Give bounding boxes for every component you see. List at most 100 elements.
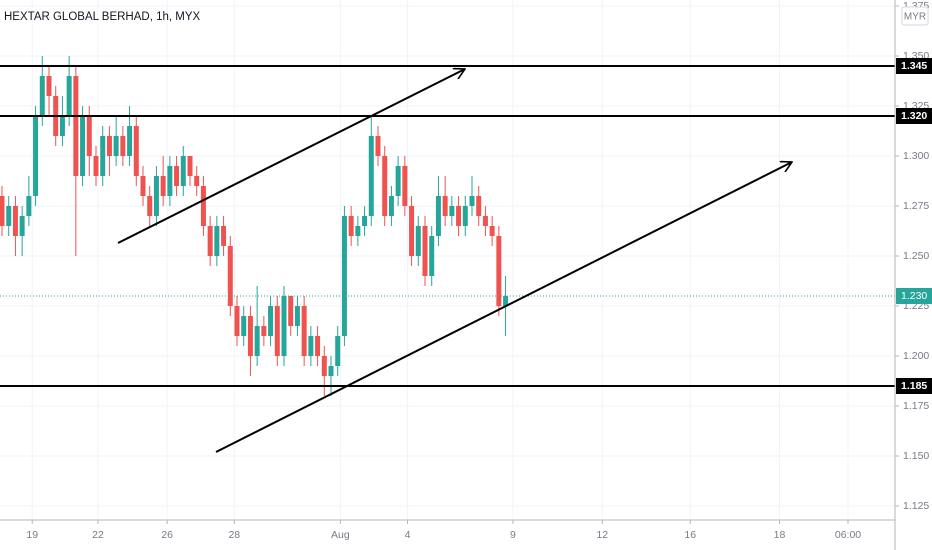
candle-body bbox=[221, 226, 227, 246]
candle-body bbox=[174, 166, 180, 186]
axes: 1.1251.1501.1751.2001.2251.2501.2751.300… bbox=[26, 0, 932, 541]
candle-body bbox=[247, 316, 253, 356]
candle-body bbox=[187, 156, 193, 176]
y-tick-label: 1.150 bbox=[903, 450, 929, 462]
candle-body bbox=[39, 76, 45, 116]
y-tick-label: 1.300 bbox=[903, 150, 929, 162]
candle-body bbox=[388, 196, 394, 216]
candle-body bbox=[375, 136, 381, 156]
candle-body bbox=[167, 166, 173, 196]
candle-body bbox=[435, 196, 441, 236]
y-tick-label: 1.125 bbox=[903, 500, 929, 512]
x-tick-label: 06:00 bbox=[835, 529, 861, 541]
candle-body bbox=[140, 176, 146, 196]
candle-body bbox=[288, 296, 294, 326]
trend-arrow bbox=[215, 162, 792, 453]
candle-body bbox=[46, 76, 52, 96]
last-price-box bbox=[896, 288, 932, 304]
candle-body bbox=[402, 166, 408, 206]
y-tick-label: 1.375 bbox=[903, 0, 929, 12]
candle-body bbox=[341, 216, 347, 336]
candle-body bbox=[12, 206, 18, 236]
x-tick-label: 12 bbox=[596, 529, 608, 541]
candle-body bbox=[80, 116, 86, 176]
candle-body bbox=[120, 136, 126, 156]
currency-box[interactable] bbox=[901, 6, 929, 26]
y-tick-label: 1.250 bbox=[903, 250, 929, 262]
candle-body bbox=[100, 136, 106, 176]
candle-body bbox=[6, 206, 12, 226]
candle-body bbox=[368, 136, 374, 216]
candle-body bbox=[194, 176, 200, 186]
candle-body bbox=[160, 176, 166, 196]
x-tick-label: 22 bbox=[92, 529, 104, 541]
x-tick-label: Aug bbox=[331, 529, 350, 541]
candle-body bbox=[127, 126, 133, 156]
candle-body bbox=[241, 316, 247, 336]
candle-body bbox=[395, 166, 401, 196]
candle-body bbox=[86, 116, 92, 156]
x-tick-label: 26 bbox=[161, 529, 173, 541]
level-label: 1.345 bbox=[901, 60, 927, 72]
candle-body bbox=[429, 236, 435, 276]
candle-body bbox=[348, 216, 354, 236]
y-tick-label: 1.175 bbox=[903, 400, 929, 412]
x-tick-label: 9 bbox=[510, 529, 516, 541]
x-tick-label: 18 bbox=[774, 529, 786, 541]
candle-body bbox=[133, 126, 139, 176]
candle-body bbox=[0, 196, 5, 226]
level-label: 1.320 bbox=[901, 110, 927, 122]
currency-label[interactable]: MYR bbox=[904, 12, 926, 23]
level-label-box bbox=[896, 108, 932, 124]
candle-body bbox=[308, 336, 314, 356]
candle-body bbox=[254, 326, 260, 356]
candle-body bbox=[214, 226, 220, 256]
level-label-box bbox=[896, 58, 932, 74]
level-label-box bbox=[896, 378, 932, 394]
candle-body bbox=[207, 226, 213, 256]
candle-body bbox=[281, 296, 287, 356]
x-tick-label: 16 bbox=[684, 529, 696, 541]
y-tick-label: 1.200 bbox=[903, 350, 929, 362]
candle-body bbox=[93, 156, 99, 176]
candle-body bbox=[462, 206, 468, 226]
candle-body bbox=[234, 306, 240, 336]
candle-body bbox=[355, 226, 361, 236]
candle-body bbox=[66, 76, 72, 116]
candle-body bbox=[503, 296, 509, 306]
last-price-label: 1.230 bbox=[901, 290, 927, 302]
candle-body bbox=[415, 226, 421, 256]
candle-body bbox=[449, 206, 455, 216]
candle-body bbox=[73, 76, 79, 176]
candle-body bbox=[200, 186, 206, 226]
chart-title: HEXTAR GLOBAL BERHAD, 1h, MYX bbox=[4, 11, 201, 23]
candle-body bbox=[274, 306, 280, 356]
candle-body bbox=[335, 336, 341, 366]
candle-body bbox=[422, 226, 428, 276]
candle-body bbox=[469, 196, 475, 206]
candle-body bbox=[227, 246, 233, 306]
candle-body bbox=[382, 156, 388, 216]
candle-body bbox=[496, 236, 502, 306]
candle-body bbox=[26, 196, 32, 216]
candle-body bbox=[261, 326, 267, 336]
grid bbox=[0, 0, 895, 520]
candle-body bbox=[476, 196, 482, 216]
candle-body bbox=[482, 216, 488, 226]
candle-body bbox=[489, 226, 495, 236]
candles bbox=[0, 56, 895, 396]
candle-body bbox=[180, 156, 186, 186]
candle-body bbox=[362, 216, 368, 226]
candle-body bbox=[147, 196, 153, 216]
candle-body bbox=[59, 116, 65, 136]
candle-body bbox=[113, 136, 119, 156]
candle-body bbox=[301, 306, 307, 356]
drawings bbox=[117, 69, 792, 453]
trend-arrow bbox=[117, 69, 465, 244]
candle-body bbox=[409, 206, 415, 256]
candle-body bbox=[153, 176, 159, 216]
x-tick-label: 4 bbox=[405, 529, 411, 541]
